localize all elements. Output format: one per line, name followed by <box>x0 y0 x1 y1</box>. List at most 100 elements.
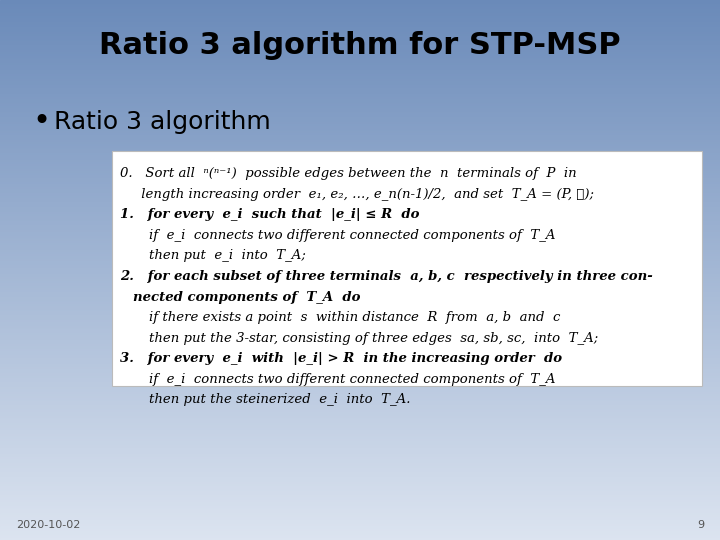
Bar <box>0 513 720 515</box>
Text: then put  e_i  into  T_A;: then put e_i into T_A; <box>149 249 306 262</box>
Bar <box>0 135 720 137</box>
Bar <box>0 329 720 331</box>
Bar <box>0 306 720 308</box>
Bar <box>0 184 720 185</box>
Bar <box>0 227 720 228</box>
Bar <box>0 20 720 22</box>
Bar <box>0 11 720 12</box>
Text: 3.   for every  e_i  with  |e_i| > R  in the increasing order  do: 3. for every e_i with |e_i| > R in the i… <box>120 352 562 365</box>
Bar <box>0 518 720 520</box>
Bar <box>0 509 720 511</box>
Bar <box>0 533 720 535</box>
Bar <box>0 90 720 92</box>
Bar <box>0 482 720 484</box>
Bar <box>0 128 720 130</box>
FancyBboxPatch shape <box>112 151 702 386</box>
Bar <box>0 126 720 128</box>
Bar <box>0 115 720 117</box>
Bar <box>0 302 720 304</box>
Bar <box>0 313 720 315</box>
Bar <box>0 239 720 241</box>
Bar <box>0 81 720 83</box>
Bar <box>0 353 720 355</box>
Bar <box>0 486 720 488</box>
Bar <box>0 185 720 187</box>
Bar <box>0 511 720 513</box>
Bar <box>0 166 720 167</box>
Bar <box>0 32 720 34</box>
Bar <box>0 220 720 221</box>
Bar <box>0 97 720 99</box>
Bar <box>0 162 720 164</box>
Bar <box>0 363 720 366</box>
Bar <box>0 117 720 119</box>
Bar <box>0 432 720 434</box>
Bar <box>0 160 720 162</box>
Bar <box>0 346 720 347</box>
Bar <box>0 447 720 448</box>
Bar <box>0 463 720 464</box>
Bar <box>0 142 720 144</box>
Bar <box>0 201 720 204</box>
Bar <box>0 506 720 508</box>
Bar <box>0 436 720 437</box>
Bar <box>0 373 720 374</box>
Text: •: • <box>32 107 50 136</box>
Bar <box>0 444 720 447</box>
Bar <box>0 223 720 225</box>
Bar <box>0 538 720 540</box>
Bar <box>0 147 720 150</box>
Bar <box>0 437 720 439</box>
Bar <box>0 484 720 486</box>
Bar <box>0 108 720 110</box>
Bar <box>0 177 720 178</box>
Bar <box>0 146 720 147</box>
Bar <box>0 319 720 320</box>
Bar <box>0 331 720 333</box>
Bar <box>0 385 720 387</box>
Bar <box>0 43 720 45</box>
Bar <box>0 169 720 171</box>
Bar <box>0 279 720 281</box>
Bar <box>0 420 720 421</box>
Bar <box>0 434 720 436</box>
Bar <box>0 477 720 479</box>
Bar <box>0 69 720 70</box>
Bar <box>0 120 720 123</box>
Bar <box>0 423 720 425</box>
Bar <box>0 164 720 166</box>
Bar <box>0 475 720 477</box>
Bar <box>0 349 720 351</box>
Bar <box>0 428 720 430</box>
Bar <box>0 178 720 180</box>
Bar <box>0 466 720 468</box>
Bar <box>0 16 720 18</box>
Bar <box>0 452 720 454</box>
Bar <box>0 236 720 238</box>
Bar <box>0 459 720 461</box>
Bar <box>0 439 720 441</box>
Bar <box>0 495 720 497</box>
Bar <box>0 266 720 268</box>
Bar <box>0 371 720 373</box>
Bar <box>0 268 720 270</box>
Bar <box>0 285 720 286</box>
Bar <box>0 180 720 182</box>
Bar <box>0 272 720 274</box>
Bar <box>0 12 720 15</box>
Bar <box>0 131 720 133</box>
Bar <box>0 7 720 9</box>
Bar <box>0 308 720 309</box>
Bar <box>0 383 720 385</box>
Bar <box>0 430 720 432</box>
Text: Ratio 3 algorithm: Ratio 3 algorithm <box>54 110 271 133</box>
Bar <box>0 288 720 290</box>
Bar <box>0 22 720 23</box>
Bar <box>0 403 720 405</box>
Text: nected components of  T_A  do: nected components of T_A do <box>133 291 361 303</box>
Text: 2.   for each subset of three terminals  a, b, c  respectively in three con-: 2. for each subset of three terminals a,… <box>120 270 653 283</box>
Bar <box>0 374 720 376</box>
Bar <box>0 52 720 54</box>
Bar <box>0 317 720 319</box>
Bar <box>0 410 720 412</box>
